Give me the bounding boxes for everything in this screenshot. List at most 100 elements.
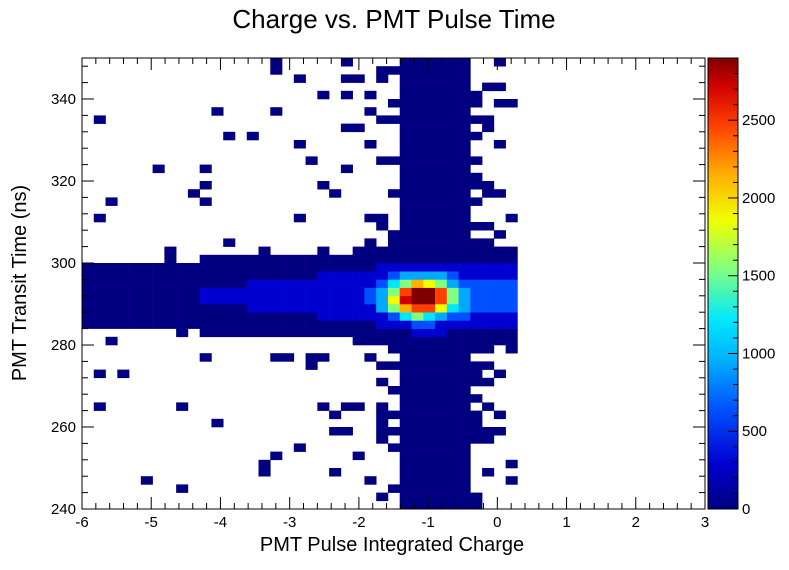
heatmap-cell [458, 418, 471, 428]
heatmap-cell [482, 189, 495, 198]
heatmap-cell [423, 140, 436, 149]
heatmap-cell [211, 418, 224, 428]
heatmap-cell [458, 107, 471, 116]
heatmap-cell [246, 271, 259, 280]
heatmap-cell [105, 263, 118, 272]
heatmap-cell [493, 295, 506, 305]
heatmap-cell [435, 222, 448, 231]
heatmap-cell [152, 279, 165, 288]
heatmap-cell [470, 115, 483, 124]
heatmap-cell [411, 295, 424, 305]
heatmap-cell [317, 254, 330, 264]
heatmap-cell [435, 459, 448, 469]
heatmap-cell [211, 287, 224, 297]
heatmap-cell [129, 263, 142, 272]
heatmap-cell [505, 459, 518, 469]
heatmap-cell [399, 361, 412, 370]
heatmap-cell [505, 295, 518, 305]
heatmap-cell [446, 418, 459, 428]
heatmap-cell [352, 336, 365, 346]
heatmap-cell [458, 295, 471, 305]
heatmap-cell [423, 66, 436, 75]
heatmap-cell [364, 140, 377, 149]
heatmap-cell [82, 279, 95, 288]
heatmap-cell [93, 320, 106, 329]
heatmap-cell [399, 197, 412, 206]
heatmap-cell [364, 287, 377, 297]
heatmap-cell [423, 328, 436, 338]
heatmap-cell [423, 410, 436, 420]
heatmap-cell [258, 328, 271, 338]
heatmap-cell [411, 189, 424, 198]
heatmap-cell [329, 427, 342, 436]
heatmap-cell [411, 115, 424, 124]
heatmap-cell [387, 361, 401, 370]
heatmap-cell [176, 279, 189, 288]
heatmap-cell [387, 328, 401, 338]
heatmap-cell [376, 66, 389, 75]
heatmap-cell [446, 115, 459, 124]
heatmap-cell [152, 263, 165, 272]
heatmap-cell [423, 369, 436, 379]
heatmap-cell [493, 369, 506, 379]
heatmap-cell [458, 279, 471, 288]
heatmap-cell [223, 295, 236, 305]
heatmap-cell [376, 115, 389, 124]
heatmap-cell [458, 197, 471, 206]
heatmap-cell [458, 74, 471, 83]
heatmap-cell [340, 402, 353, 411]
heatmap-cell [423, 90, 436, 100]
heatmap-cell [446, 58, 459, 67]
heatmap-cell [152, 271, 165, 280]
heatmap-cell [329, 271, 342, 280]
heatmap-cell [270, 304, 283, 313]
heatmap-cell [223, 263, 236, 272]
heatmap-cell [446, 377, 459, 387]
heatmap-cell [493, 246, 506, 256]
heatmap-cell [164, 320, 177, 329]
heatmap-cell [399, 443, 412, 452]
heatmap-cell [505, 254, 518, 264]
heatmap-cell [305, 279, 318, 288]
heatmap-cell [387, 320, 401, 329]
y-tick-label: 240 [51, 501, 76, 518]
heatmap-cell [470, 394, 483, 403]
heatmap-cell [376, 74, 389, 83]
heatmap-cell [246, 263, 259, 272]
heatmap-cell [435, 230, 448, 239]
heatmap-cell [423, 320, 436, 329]
heatmap-cell [458, 353, 471, 362]
heatmap-cell [187, 320, 200, 329]
heatmap-cell [93, 287, 106, 297]
heatmap-cell [411, 427, 424, 436]
heatmap-cell [411, 336, 424, 346]
heatmap-cell [376, 377, 389, 387]
heatmap-cell [411, 443, 424, 452]
heatmap-cell [482, 123, 495, 133]
heatmap-cell [223, 312, 236, 321]
heatmap-cell [411, 66, 424, 75]
heatmap-cell [505, 476, 518, 485]
colorbar-tick-label: 1000 [742, 345, 775, 362]
heatmap-cell [211, 279, 224, 288]
heatmap-cell [199, 181, 212, 190]
heatmap-cell [470, 271, 483, 280]
heatmap-cell [329, 254, 342, 264]
heatmap-cell [470, 328, 483, 338]
heatmap-cell [352, 263, 365, 272]
heatmap-cell [364, 476, 377, 485]
heatmap-cell [234, 287, 248, 297]
heatmap-cell [152, 304, 165, 313]
heatmap-cell [399, 279, 412, 288]
heatmap-cell [446, 107, 459, 116]
heatmap-cell [446, 353, 459, 362]
heatmap-cell [305, 304, 318, 313]
heatmap-cell [129, 287, 142, 297]
heatmap-cell [470, 361, 483, 370]
heatmap-cell [376, 279, 389, 288]
heatmap-cell [470, 312, 483, 321]
heatmap-cell [399, 148, 412, 157]
heatmap-cell [317, 271, 330, 280]
heatmap-cell [399, 492, 412, 502]
heatmap-cell [223, 287, 236, 297]
